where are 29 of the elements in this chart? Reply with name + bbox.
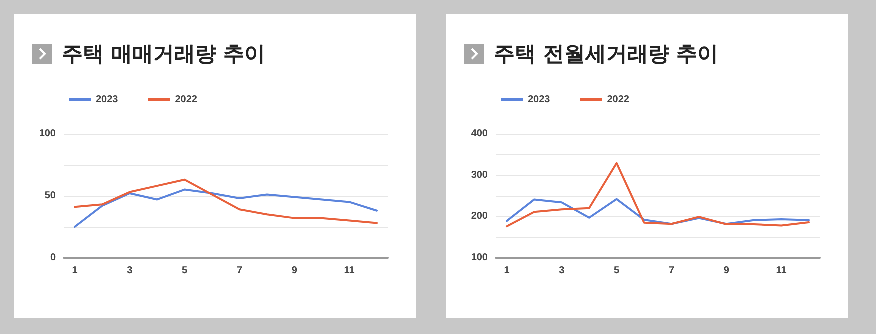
y-tick-label: 100	[39, 128, 56, 140]
x-tick-label: 3	[127, 266, 134, 276]
x-tick-label: 5	[614, 266, 620, 276]
y-tick-label: 50	[44, 190, 56, 202]
line-series	[74, 188, 378, 228]
chart-title: 주택 전월세거래량 추이	[494, 41, 719, 68]
x-tick-label: 11	[344, 266, 356, 276]
line-series	[506, 162, 810, 228]
y-tick-label: 100	[471, 252, 488, 264]
x-tick-label: 9	[292, 266, 298, 276]
x-tick-label: 9	[724, 266, 730, 276]
legend-label: 2022	[175, 94, 198, 106]
x-tick-label: 3	[559, 266, 566, 276]
legend-label: 2022	[607, 94, 630, 106]
y-tick-label: 0	[50, 252, 56, 264]
y-tick-label: 300	[471, 170, 488, 181]
line-series	[74, 178, 378, 224]
chart-title: 주택 매매거래량 추이	[62, 41, 266, 68]
x-tick-label: 7	[236, 266, 243, 276]
x-tick-label: 11	[776, 266, 788, 276]
line-series	[506, 198, 810, 226]
legend-label: 2023	[528, 94, 551, 106]
legend-label: 2023	[96, 94, 119, 106]
y-tick-label: 400	[471, 128, 488, 140]
y-tick-label: 200	[471, 211, 488, 222]
x-tick-label: 1	[504, 266, 510, 276]
x-tick-label: 1	[72, 266, 78, 276]
x-tick-label: 7	[668, 266, 675, 276]
x-tick-label: 5	[182, 266, 188, 276]
